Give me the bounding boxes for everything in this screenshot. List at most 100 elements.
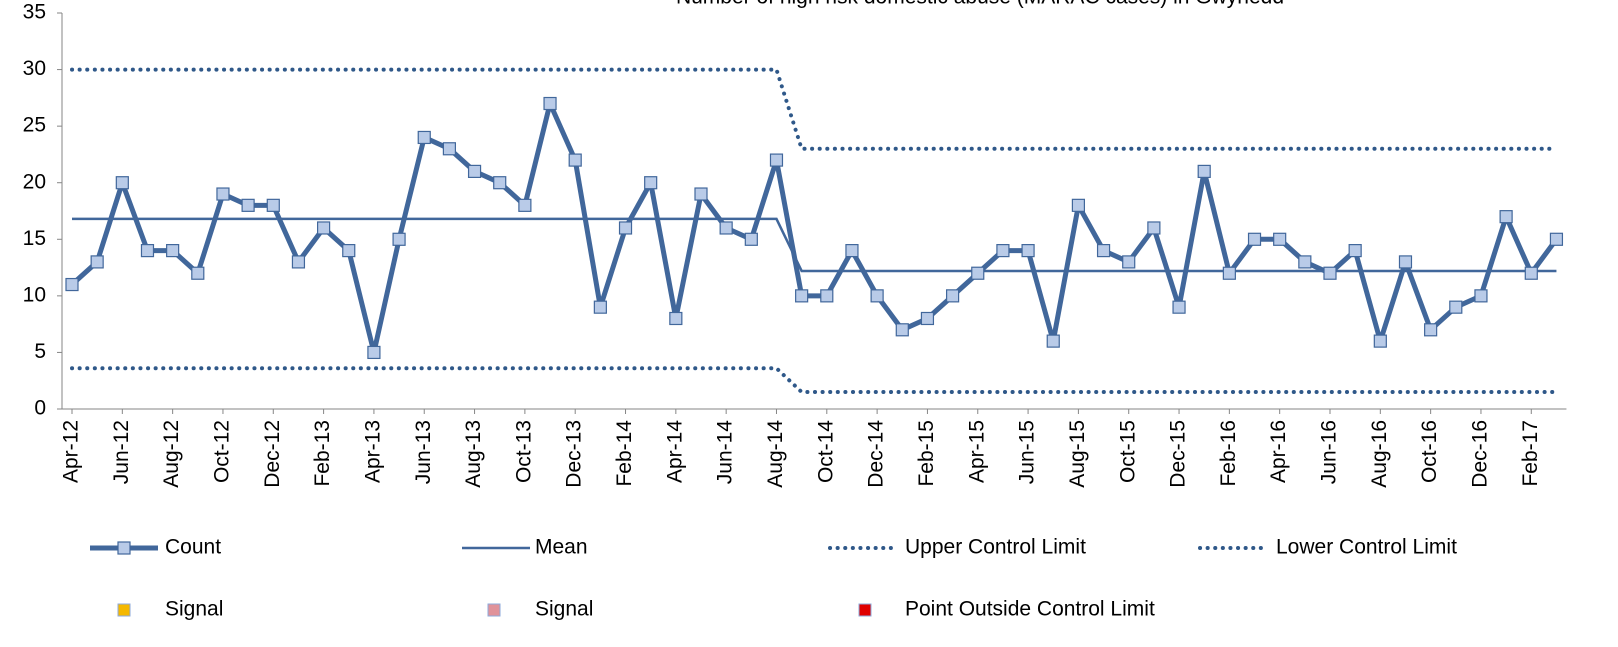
data-point (342, 244, 356, 258)
data-point (1373, 334, 1387, 348)
legend-label: Signal (535, 598, 593, 621)
data-point (493, 176, 507, 190)
x-tick-label: Aug-14 (764, 420, 787, 488)
data-point (593, 300, 607, 314)
y-tick-label: 0 (34, 397, 46, 420)
x-tick-label: Apr-14 (663, 420, 686, 483)
x-tick-label: Oct-15 (1116, 420, 1139, 483)
legend-label: Signal (165, 598, 223, 621)
data-point (769, 153, 784, 167)
x-tick-label: Jun-14 (714, 420, 737, 485)
data-point (971, 266, 985, 280)
x-tick-label: Apr-15 (965, 420, 988, 483)
x-tick-label: Jun-13 (412, 420, 435, 484)
series-line (70, 101, 1559, 355)
data-point (518, 198, 532, 212)
data-point (1147, 221, 1161, 235)
data-point (1046, 334, 1060, 348)
x-tick-label: Dec-12 (261, 420, 284, 488)
data-point (1499, 210, 1513, 224)
data-point (442, 142, 456, 156)
data-point (1197, 164, 1211, 178)
y-tick-label: 15 (23, 227, 46, 250)
data-point (191, 266, 205, 280)
y-tick-label: 25 (23, 114, 46, 137)
legend-marker (487, 603, 501, 617)
x-tick-label: Feb-14 (613, 420, 636, 487)
data-point (568, 153, 582, 167)
x-tick-label: Feb-15 (915, 420, 938, 487)
x-tick-label: Feb-16 (1217, 420, 1240, 487)
legend-label: Upper Control Limit (905, 536, 1086, 559)
legend-marker (117, 541, 131, 555)
chart-title: Number of high risk domestic abuse (MARA… (676, 0, 1284, 9)
legend-label: Count (165, 536, 221, 559)
data-point (1172, 300, 1186, 314)
data-point (417, 130, 431, 145)
x-tick-label: Dec-15 (1167, 420, 1190, 488)
data-point (795, 289, 809, 303)
y-tick-label: 5 (34, 340, 46, 363)
legend-label: Mean (535, 536, 588, 559)
data-point (1474, 289, 1488, 303)
x-tick-label: Aug-15 (1066, 420, 1089, 488)
data-point (1298, 255, 1312, 269)
data-point (1247, 232, 1262, 246)
data-point (140, 244, 155, 258)
data-point (266, 198, 280, 212)
data-point (1071, 198, 1086, 212)
data-point (65, 277, 79, 292)
data-point (920, 311, 935, 326)
x-tick-label: Jun-15 (1016, 420, 1039, 484)
x-tick-label: Apr-13 (361, 420, 384, 483)
x-tick-label: Oct-13 (512, 420, 535, 483)
y-tick-label: 20 (23, 170, 46, 193)
x-tick-label: Jun-12 (110, 420, 133, 484)
data-point (744, 232, 758, 246)
data-point (1348, 244, 1362, 258)
data-point (166, 244, 180, 258)
data-point (543, 96, 557, 111)
data-point (644, 176, 658, 190)
data-point (618, 221, 633, 235)
data-point (291, 255, 306, 269)
x-tick-label: Aug-13 (462, 420, 485, 488)
data-point (996, 244, 1010, 258)
x-tick-label: Dec-14 (865, 420, 888, 488)
y-tick-label: 30 (23, 57, 46, 80)
data-point (115, 176, 129, 190)
data-point (669, 311, 683, 326)
x-tick-label: Jun-16 (1318, 420, 1341, 484)
data-point (1424, 323, 1438, 337)
legend-marker (858, 603, 872, 617)
data-point (1524, 266, 1538, 280)
x-tick-label: Dec-13 (563, 420, 586, 488)
legend-marker (117, 603, 131, 617)
x-tick-label: Aug-16 (1368, 420, 1391, 488)
data-point (1323, 266, 1337, 280)
x-tick-label: Feb-13 (311, 420, 334, 487)
data-point (1122, 255, 1136, 269)
data-point (1398, 255, 1413, 269)
data-point (241, 198, 255, 212)
y-tick-label: 10 (23, 283, 46, 306)
data-point (719, 221, 733, 235)
data-point (216, 187, 230, 201)
data-point (1222, 266, 1236, 280)
data-point (820, 289, 834, 303)
data-point (392, 232, 406, 246)
data-point (945, 289, 960, 303)
series-line (70, 67, 1559, 151)
y-tick-label: 35 (23, 1, 46, 24)
x-tick-label: Dec-16 (1469, 420, 1492, 488)
data-point (90, 255, 104, 269)
x-tick-label: Aug-12 (160, 420, 183, 488)
x-tick-label: Oct-14 (814, 420, 837, 483)
data-point (1273, 232, 1287, 246)
legend-label: Lower Control Limit (1276, 536, 1457, 559)
legend-label: Point Outside Control Limit (905, 598, 1155, 621)
series-line (72, 217, 1557, 273)
data-point (895, 323, 909, 337)
data-point (367, 345, 381, 360)
